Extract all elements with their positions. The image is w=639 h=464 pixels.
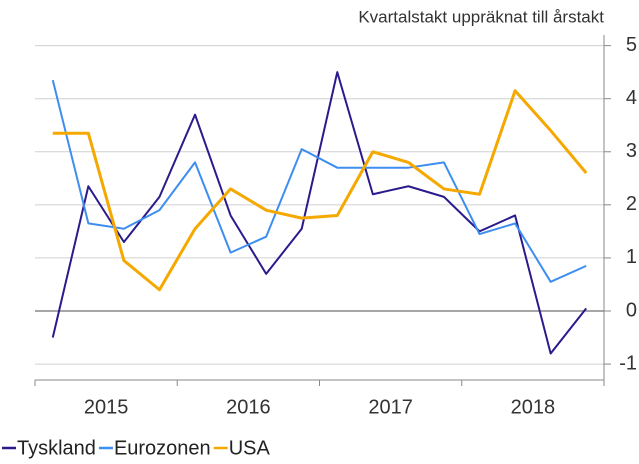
x-group-label: 2018 — [511, 396, 556, 418]
y-tick-label: 5 — [626, 34, 637, 56]
y-tick-label: 4 — [626, 87, 637, 109]
legend-label: Eurozonen — [114, 437, 211, 459]
x-group-label: 2015 — [84, 396, 129, 418]
y-tick-label: 2 — [626, 193, 637, 215]
y-tick-label: 1 — [626, 246, 637, 268]
legend-label: USA — [229, 437, 271, 459]
x-group-label: 2016 — [226, 396, 271, 418]
chart-title: Kvartalstakt uppräknat till årstakt — [358, 7, 604, 26]
x-group-label: 2017 — [368, 396, 413, 418]
y-tick-label: 3 — [626, 140, 637, 162]
legend-label: Tyskland — [17, 437, 96, 459]
line — [52, 89, 588, 292]
line — [51, 79, 587, 283]
y-tick-label: -1 — [619, 352, 637, 374]
y-tick-label: 0 — [626, 299, 637, 321]
